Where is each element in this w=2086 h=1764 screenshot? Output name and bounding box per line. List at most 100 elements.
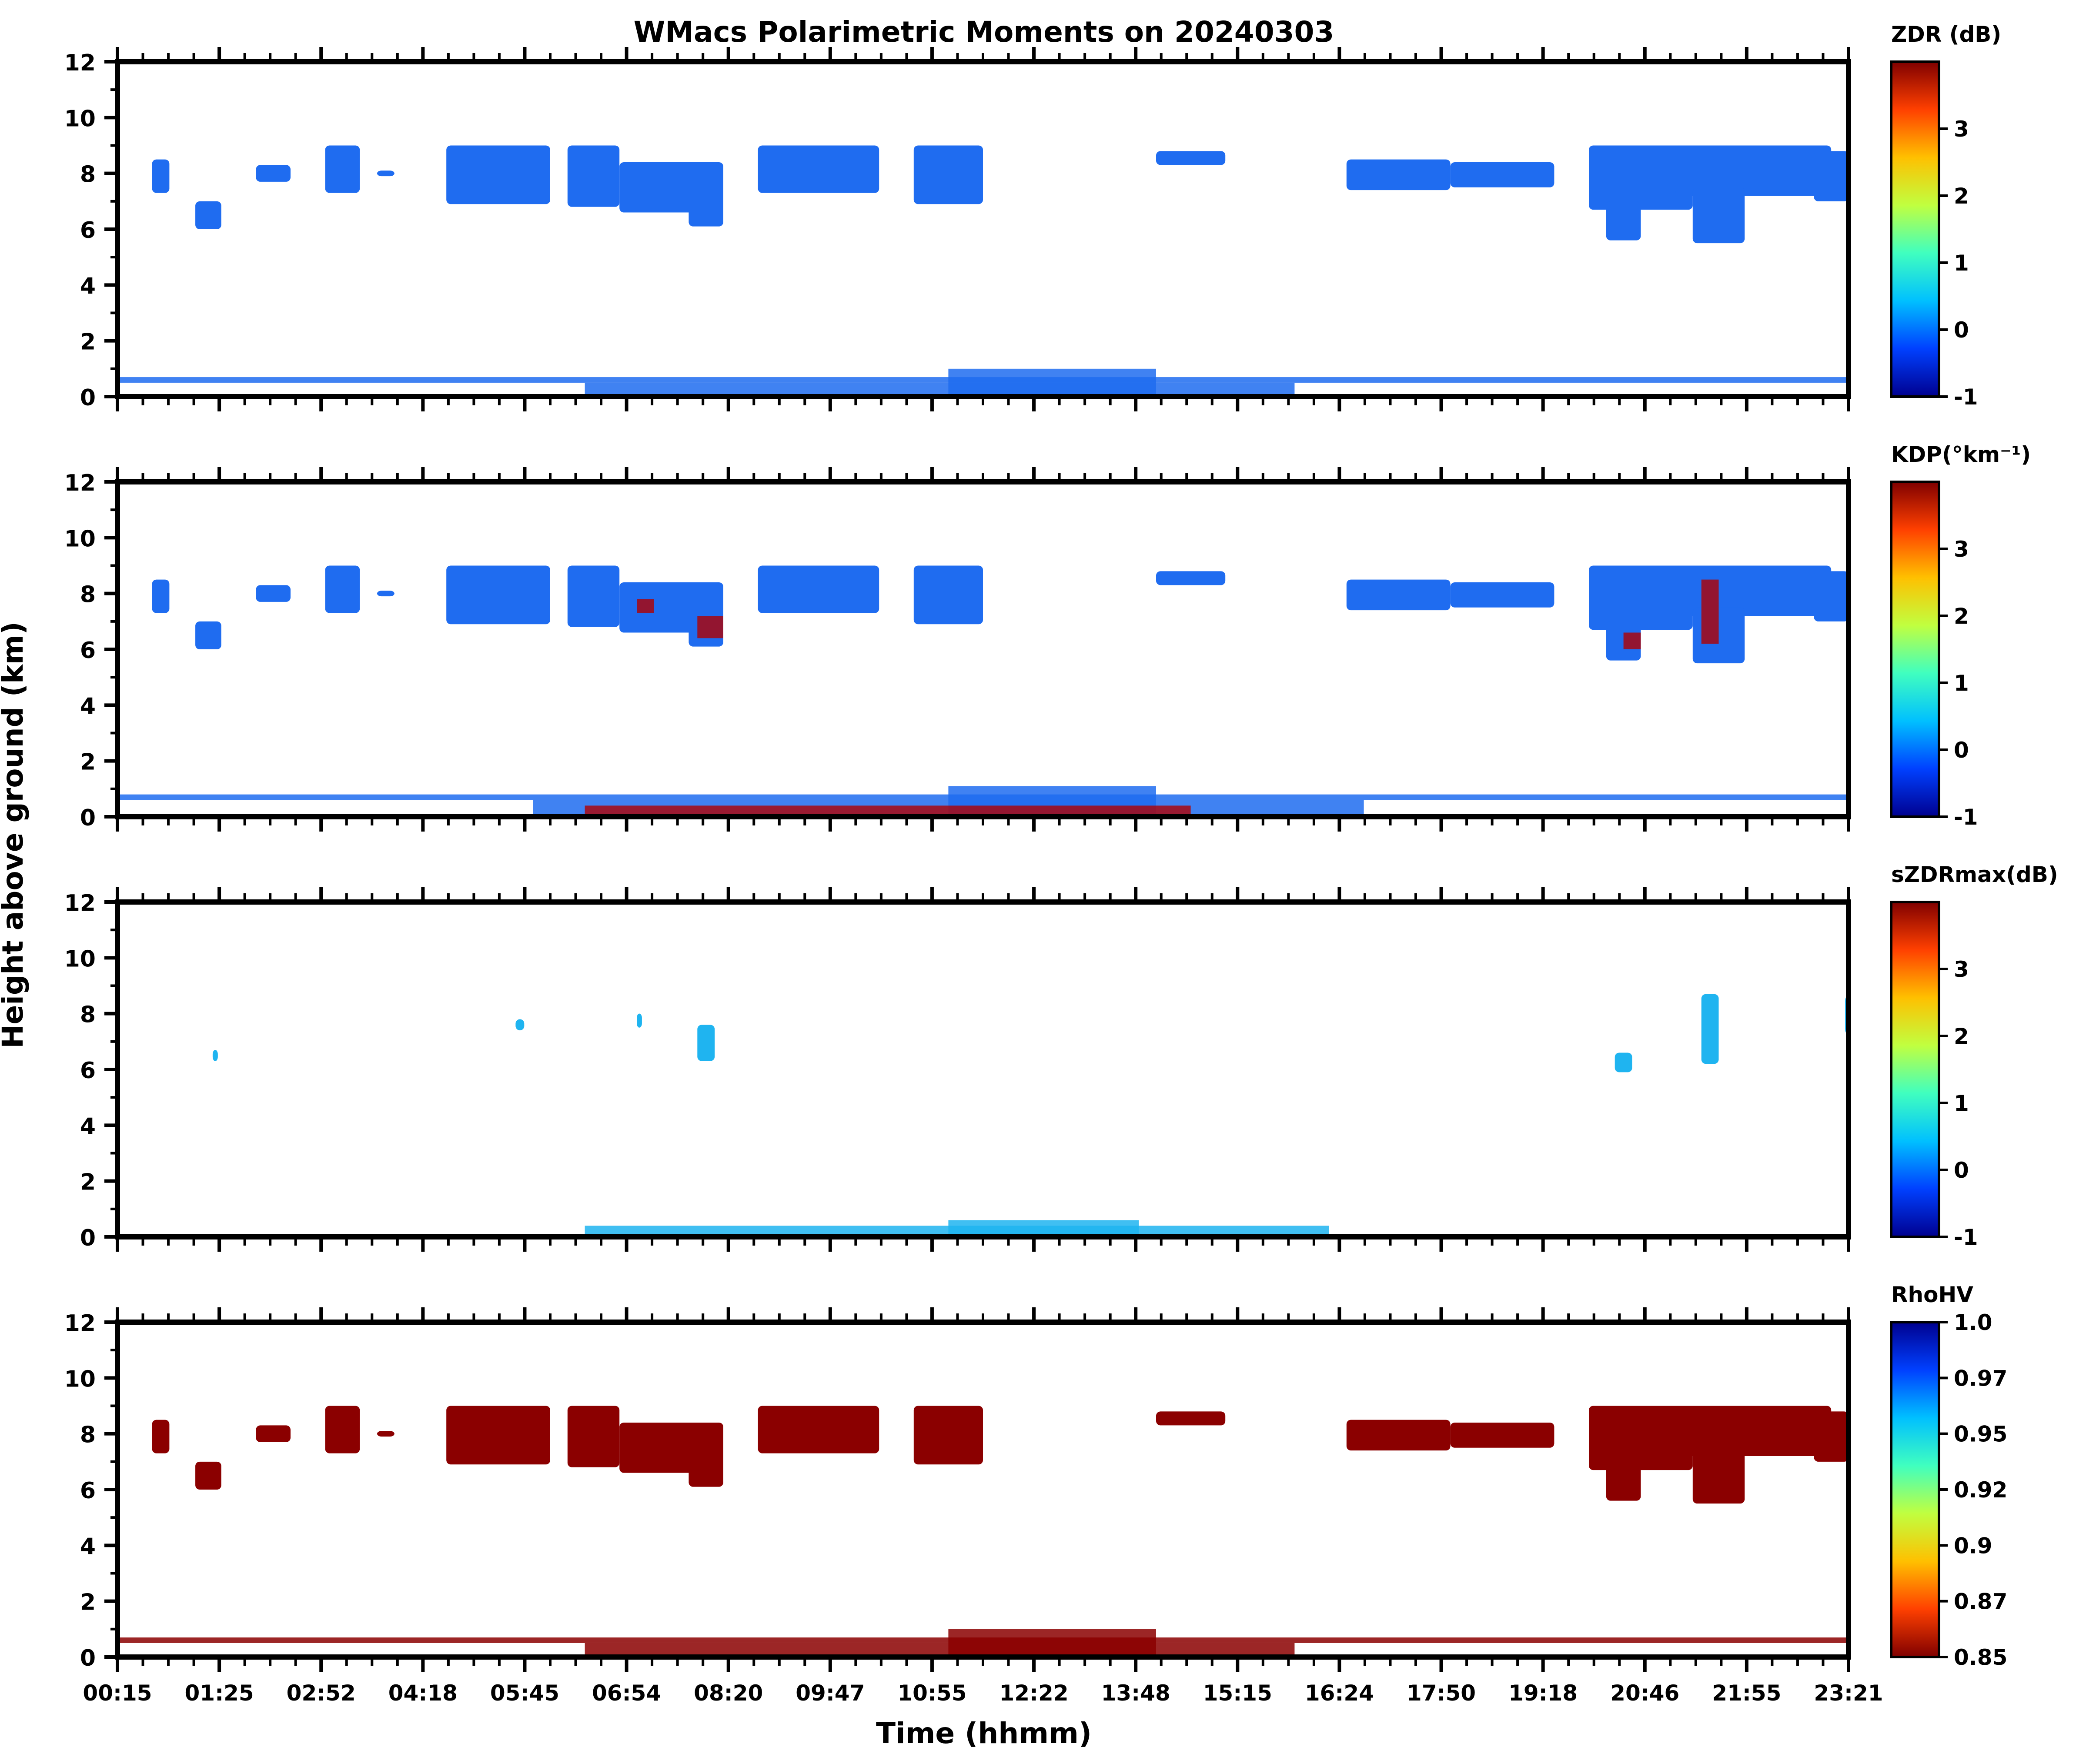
cloud-echo-region: [1589, 1406, 1693, 1470]
colorbar: [1890, 60, 1940, 398]
y-tick-label: 12: [64, 890, 96, 916]
cloud-echo-region: [446, 1406, 550, 1465]
y-tick-label: 4: [80, 273, 96, 299]
cloud-echo-region: [1606, 1461, 1641, 1501]
cloud-echo-region: [195, 201, 221, 229]
colorbar-label: KDP(°km⁻¹): [1891, 442, 2031, 467]
x-tick-label: 16:24: [1305, 1680, 1374, 1706]
cloud-echo-region: [515, 1019, 525, 1031]
colorbar-tick-label: 1: [1954, 251, 1969, 276]
colorbar-tick-label: 2: [1954, 184, 1969, 209]
y-tick-label: 8: [80, 1002, 96, 1028]
cloud-echo-region: [758, 1406, 879, 1453]
x-tick-label: 23:21: [1814, 1680, 1883, 1706]
cloud-echo-region: [446, 145, 550, 204]
x-axis-label: Time (hhmm): [876, 1717, 1092, 1750]
y-tick-label: 2: [80, 1169, 96, 1196]
colorbar-label: sZDRmax(dB): [1891, 862, 2058, 887]
y-tick-label: 0: [80, 1645, 96, 1671]
colorbar-tick-label: -1: [1954, 805, 1978, 830]
colorbar-tick-label: 0.87: [1954, 1589, 2007, 1614]
colorbar-tick-label: 0.9: [1954, 1533, 1992, 1558]
cloud-echo-region: [1814, 1411, 1849, 1462]
y-tick-label: 6: [80, 1478, 96, 1504]
cloud-echo-region: [1701, 994, 1719, 1064]
cloud-echo-region: [1450, 582, 1554, 608]
x-tick-label: 02:52: [287, 1680, 356, 1706]
cloud-echo-region: [195, 1461, 221, 1490]
x-tick-label: 17:50: [1407, 1680, 1476, 1706]
colorbar-tick-label: 2: [1954, 1024, 1969, 1049]
cloud-echo-region: [1606, 201, 1641, 241]
x-tick-label: 05:45: [490, 1680, 559, 1706]
colorbar-tick-label: 3: [1954, 117, 1969, 142]
x-tick-label: 20:46: [1610, 1680, 1679, 1706]
y-tick-label: 6: [80, 638, 96, 664]
y-tick-label: 2: [80, 749, 96, 775]
colorbar: [1890, 481, 1940, 818]
high-value-cell: [697, 616, 723, 638]
colorbar-tick-label: 1: [1954, 1091, 1969, 1116]
x-tick-label: 15:15: [1203, 1680, 1272, 1706]
cloud-echo-region: [152, 159, 170, 193]
cloud-echo-region: [377, 591, 394, 597]
y-tick-label: 0: [80, 385, 96, 411]
colorbar: [1890, 1321, 1940, 1658]
x-tick-label: 19:18: [1508, 1680, 1578, 1706]
cloud-echo-region: [567, 145, 620, 207]
y-tick-label: 4: [80, 693, 96, 719]
y-tick-label: 12: [64, 50, 96, 76]
high-value-cell: [637, 599, 654, 613]
figure-title: WMacs Polarimetric Moments on 20240303: [634, 15, 1334, 49]
cloud-echo-region: [195, 621, 221, 649]
cloud-echo-region: [212, 1050, 218, 1061]
colorbar-tick-label: 0.95: [1954, 1422, 2007, 1447]
y-tick-label: 0: [80, 1225, 96, 1251]
y-tick-label: 12: [64, 1310, 96, 1336]
cloud-echo-region: [325, 145, 360, 193]
colorbar-tick-label: -1: [1954, 1225, 1978, 1250]
y-axis-label: Height above ground (km): [0, 621, 30, 1049]
plot-area: [117, 482, 1849, 817]
cloud-echo-region: [1156, 151, 1226, 165]
cloud-echo-region: [256, 1425, 291, 1442]
y-tick-label: 0: [80, 805, 96, 831]
cloud-echo-region: [256, 585, 291, 602]
cloud-echo-region: [377, 1431, 394, 1437]
colorbar-tick-label: 3: [1954, 537, 1969, 562]
y-tick-label: 4: [80, 1113, 96, 1139]
cloud-echo-region: [1346, 159, 1451, 190]
colorbar-tick-label: 0.92: [1954, 1477, 2007, 1503]
cloud-echo-region: [1346, 579, 1451, 611]
y-tick-label: 6: [80, 1058, 96, 1084]
cloud-echo-region: [567, 1406, 620, 1467]
colorbar-tick-label: 0: [1954, 738, 1969, 763]
y-tick-label: 10: [64, 526, 96, 552]
high-value-cell: [1623, 632, 1641, 649]
x-tick-label: 13:48: [1101, 1680, 1170, 1706]
cloud-echo-region: [758, 565, 879, 613]
y-tick-label: 4: [80, 1533, 96, 1560]
y-tick-label: 10: [64, 946, 96, 972]
cloud-echo-region: [377, 170, 394, 177]
cloud-echo-region: [446, 565, 550, 625]
cloud-echo-region: [1589, 145, 1693, 210]
y-tick-label: 8: [80, 582, 96, 608]
plot-area: [117, 1322, 1849, 1657]
cloud-echo-region: [758, 145, 879, 193]
colorbar-label: RhoHV: [1891, 1282, 1973, 1307]
x-tick-label: 04:18: [388, 1680, 458, 1706]
panel-rhohv: 0 2 4 6 8 10 12 RhoHV 1.0 0.97 0.95 0.92 0.9 0.87 0.85: [64, 1282, 2007, 1672]
colorbar-label: ZDR (dB): [1891, 22, 2001, 47]
cloud-echo-region: [1692, 1447, 1745, 1504]
y-tick-label: 2: [80, 1590, 96, 1616]
cloud-echo-region: [1450, 162, 1554, 187]
x-tick-label: 01:25: [185, 1680, 254, 1706]
x-tick-label: 21:55: [1712, 1680, 1781, 1706]
x-tick-label: 00:15: [83, 1680, 152, 1706]
y-tick-label: 12: [64, 470, 96, 496]
y-tick-label: 2: [80, 329, 96, 355]
